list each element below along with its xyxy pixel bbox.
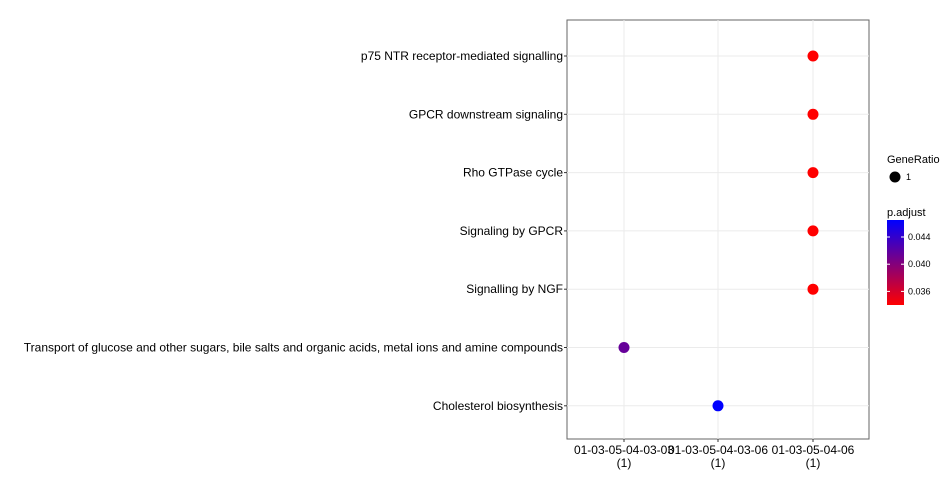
size-legend-key	[889, 171, 901, 183]
size-legend-label: 1	[906, 172, 911, 182]
color-legend-label: 0.036	[908, 286, 931, 296]
x-tick-count-label: (1)	[806, 456, 821, 470]
y-tick-label: Signalling by NGF	[466, 282, 563, 296]
data-point	[807, 108, 819, 120]
y-tick-label: Cholesterol biosynthesis	[433, 399, 563, 413]
y-tick-label: GPCR downstream signaling	[409, 107, 563, 121]
x-tick-label: 01-03-05-04-06	[772, 443, 855, 457]
x-tick-label: 01-03-05-04-03-06	[668, 443, 768, 457]
x-tick-count-label: (1)	[617, 456, 632, 470]
data-point	[712, 400, 724, 412]
x-tick-label: 01-03-05-04-03-03	[574, 443, 674, 457]
y-tick-label: Transport of glucose and other sugars, b…	[24, 341, 563, 355]
color-legend-label: 0.040	[908, 259, 931, 269]
y-tick-label: Rho GTPase cycle	[463, 166, 563, 180]
data-point	[807, 167, 819, 179]
data-point	[807, 225, 819, 237]
color-legend-bar	[887, 220, 904, 305]
y-tick-label: p75 NTR receptor-mediated signalling	[361, 49, 563, 63]
data-point	[807, 283, 819, 295]
size-legend-title: GeneRatio	[887, 154, 940, 166]
color-legend-title: p.adjust	[887, 207, 926, 219]
x-tick-count-label: (1)	[711, 456, 726, 470]
color-legend-label: 0.044	[908, 232, 931, 242]
data-point	[807, 50, 819, 62]
data-point	[618, 342, 630, 353]
y-tick-label: Signaling by GPCR	[460, 224, 564, 238]
